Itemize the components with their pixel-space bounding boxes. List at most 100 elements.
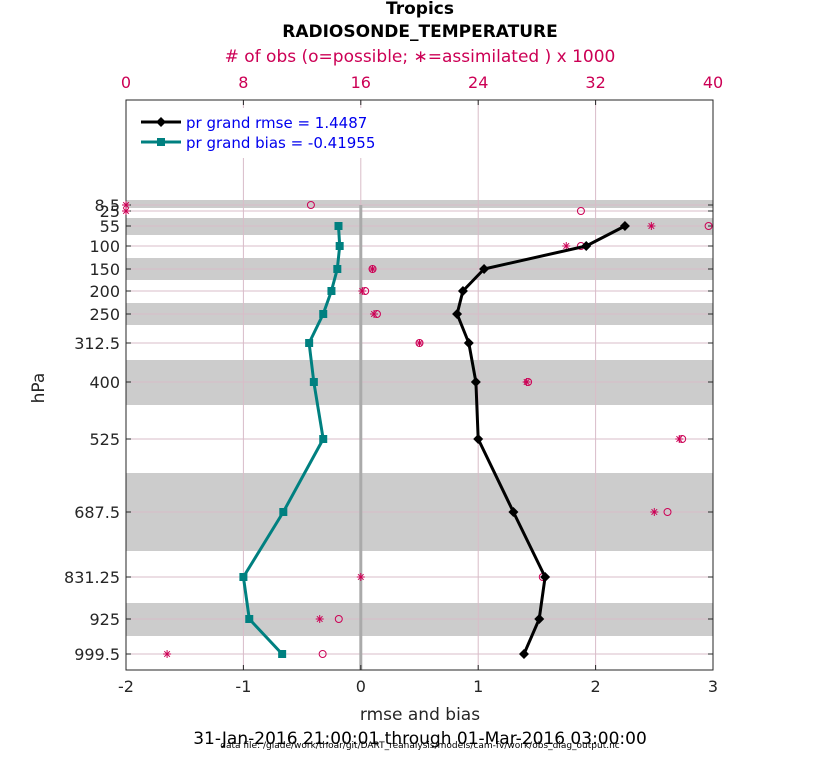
obs-assimilated-point-11 bbox=[356, 573, 365, 581]
series-1-point-10 bbox=[245, 615, 254, 623]
asterisk-stroke-3 bbox=[369, 265, 376, 273]
series-0-point-4 bbox=[452, 309, 463, 319]
asterisk-stroke-3 bbox=[676, 435, 683, 443]
legend-box bbox=[136, 108, 408, 158]
series-1-point-5 bbox=[305, 339, 314, 347]
y-tick-label-2: 55 bbox=[100, 217, 120, 236]
y-tick-label-12: 925 bbox=[89, 610, 120, 629]
top-tick-label-4: 32 bbox=[585, 73, 605, 92]
asterisk-stroke-3 bbox=[648, 222, 655, 230]
series-1-point-1 bbox=[335, 242, 344, 250]
asterisk-stroke-3 bbox=[651, 508, 658, 516]
series-0-point-0 bbox=[619, 221, 630, 231]
series-1-point-6 bbox=[309, 378, 318, 386]
legend-rmse-label: pr grand rmse = 1.4487 bbox=[186, 114, 367, 132]
x-axis-label: rmse and bias bbox=[360, 705, 480, 725]
chart-title: Tropics bbox=[386, 0, 454, 19]
series-1-point-9 bbox=[239, 573, 248, 581]
asterisk-stroke-3 bbox=[523, 378, 530, 386]
asterisk-stroke-3 bbox=[563, 242, 570, 250]
series-1-point-4 bbox=[319, 310, 328, 318]
obs-assimilated-point-0 bbox=[122, 201, 130, 209]
y-tick-label-1: 25 bbox=[100, 202, 120, 221]
series-0-point-11 bbox=[518, 649, 529, 659]
asterisk-stroke-3 bbox=[416, 339, 423, 347]
asterisk-stroke-3 bbox=[163, 650, 171, 658]
asterisk-stroke-3 bbox=[370, 310, 378, 318]
asterisk-stroke-3 bbox=[122, 201, 130, 209]
series-0-point-7 bbox=[473, 434, 484, 444]
asterisk-stroke-3 bbox=[122, 207, 130, 215]
y-tick-label-4: 150 bbox=[89, 260, 120, 279]
x-tick-label-0: -2 bbox=[118, 677, 134, 696]
top-axis-label: # of obs (o=possible; ∗=assimilated ) x … bbox=[225, 47, 616, 67]
obs-possible-point-10 bbox=[663, 508, 672, 516]
y-tick-label-6: 250 bbox=[89, 305, 120, 324]
y-tick-label-10: 687.5 bbox=[74, 503, 120, 522]
y-tick-label-11: 831.25 bbox=[64, 568, 120, 587]
obs-possible-point-0 bbox=[306, 201, 315, 209]
obs-assimilated-point-6 bbox=[370, 310, 379, 318]
asterisk-stroke-3 bbox=[357, 573, 364, 581]
x-axis-ticks: -2 -1 0 1 2 3 bbox=[118, 665, 718, 696]
series-0-point-5 bbox=[463, 338, 474, 348]
obs-assimilated-point-1 bbox=[122, 207, 130, 215]
obs-assimilated-point-7 bbox=[415, 339, 424, 347]
series-1-point-3 bbox=[327, 287, 336, 295]
y-tick-label-5: 200 bbox=[89, 282, 120, 301]
y-axis-label: hPa bbox=[29, 373, 49, 404]
y-tick-label-13: 999.5 bbox=[74, 645, 120, 664]
legend-bias-label: pr grand bias = -0.41955 bbox=[186, 134, 375, 152]
series-0-point-9 bbox=[540, 572, 551, 582]
obs-assimilated-point-2 bbox=[647, 222, 656, 230]
series-1-point-0 bbox=[334, 222, 343, 230]
date-range: 31-Jan-2016 21:00:01 through 01-Mar-2016… bbox=[193, 729, 647, 749]
series-1-point-8 bbox=[279, 508, 288, 516]
obs-assimilated-point-10 bbox=[650, 508, 659, 516]
level-bands bbox=[126, 200, 713, 636]
x-tick-label-2: 0 bbox=[356, 677, 366, 696]
series-0-point-1 bbox=[581, 241, 592, 251]
series-1-point-7 bbox=[319, 435, 328, 443]
top-tick-label-0: 0 bbox=[121, 73, 131, 92]
series-0-point-10 bbox=[534, 614, 545, 624]
obs-assimilated-point-12 bbox=[315, 615, 324, 623]
y-tick-label-8: 400 bbox=[89, 373, 120, 392]
obs-assimilated-point-4 bbox=[368, 265, 377, 273]
top-axis-ticks: 0 8 16 24 32 40 bbox=[121, 73, 723, 105]
asterisk-stroke-3 bbox=[359, 287, 366, 295]
x-tick-label-3: 1 bbox=[473, 677, 483, 696]
obs-assimilated-point-3 bbox=[562, 242, 571, 250]
y-tick-label-3: 100 bbox=[89, 237, 120, 256]
obs-assimilated-point-13 bbox=[163, 650, 172, 658]
series-0-point-3 bbox=[457, 286, 468, 296]
series-lines bbox=[239, 221, 630, 659]
data-file-path: data file: /glade/work/thoar/git/DART_re… bbox=[220, 741, 620, 751]
chart-subtitle: RADIOSONDE_TEMPERATURE bbox=[282, 22, 558, 42]
x-tick-label-1: -1 bbox=[235, 677, 251, 696]
top-tick-label-3: 24 bbox=[468, 73, 488, 92]
legend-rmse-marker bbox=[156, 117, 166, 127]
top-tick-label-5: 40 bbox=[703, 73, 723, 92]
asterisk-stroke-3 bbox=[316, 615, 323, 623]
obs-possible-point-1 bbox=[576, 207, 585, 215]
obs-assimilated-point-5 bbox=[358, 287, 367, 295]
x-tick-label-5: 3 bbox=[708, 677, 718, 696]
top-tick-label-2: 16 bbox=[351, 73, 371, 92]
axes-frame bbox=[125, 99, 714, 671]
obs-count-markers bbox=[122, 201, 713, 658]
series-0-point-2 bbox=[479, 264, 490, 274]
series-1-point-11 bbox=[278, 650, 287, 658]
top-tick-label-1: 8 bbox=[238, 73, 248, 92]
series-1-point-2 bbox=[333, 265, 342, 273]
legend-bias-marker bbox=[157, 138, 165, 146]
y-tick-label-0: 8.5 bbox=[95, 196, 120, 215]
y-tick-label-7: 312.5 bbox=[74, 334, 120, 353]
obs-possible-point-2 bbox=[704, 222, 713, 230]
obs-possible-point-13 bbox=[318, 650, 327, 658]
series-line-0 bbox=[455, 224, 626, 655]
series-0-point-6 bbox=[470, 377, 481, 387]
x-tick-label-4: 2 bbox=[591, 677, 601, 696]
